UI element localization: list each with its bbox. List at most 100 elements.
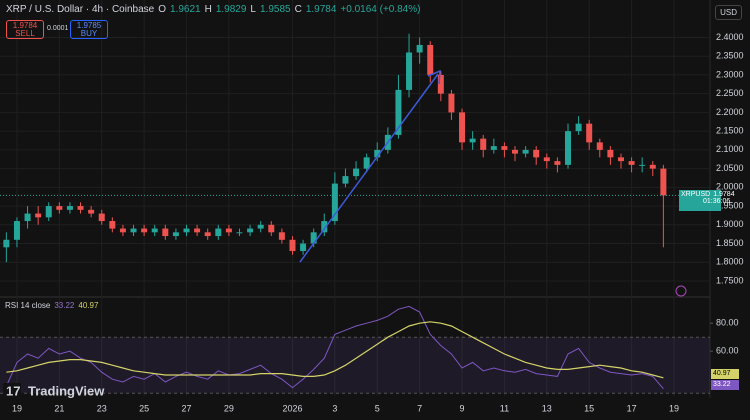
sell-price: 1.9784 <box>12 21 38 30</box>
trend-line <box>299 73 439 263</box>
candle-body <box>257 224 264 229</box>
y-tick-label: 1.8000 <box>716 257 744 267</box>
layer: 19 21 23 25 27 29 2026 3 5 7 9 11 13 15 17 19 2.4000 2.35… <box>0 0 744 413</box>
y-tick-label: 2.2000 <box>716 107 744 117</box>
candle-body <box>66 206 73 210</box>
ticker: XRPUSD <box>681 191 711 198</box>
y-tick-label: 1.9500 <box>716 200 744 210</box>
candle-body <box>321 221 328 233</box>
x-tick-label: 25 <box>139 403 149 413</box>
x-tick-label: 13 <box>542 403 552 413</box>
candle-body <box>3 239 10 248</box>
candle-body <box>501 146 508 150</box>
x-tick-label: 23 <box>97 403 107 413</box>
candle-body <box>565 131 571 165</box>
symbol: XRP / U.S. Dollar · 4h · Coinbase <box>6 4 155 15</box>
o-label: O <box>158 4 166 15</box>
candle-body <box>172 232 179 237</box>
candle-body <box>268 224 275 233</box>
buy-label: BUY <box>80 29 98 38</box>
candle-body <box>490 146 497 150</box>
sell-button[interactable]: 1.9784 SELL <box>6 20 44 39</box>
candle-body <box>88 209 95 214</box>
candle-body <box>628 161 635 165</box>
y-tick-label: 2.1000 <box>716 144 744 154</box>
candle-body <box>310 232 317 244</box>
x-tick-label: 3 <box>332 403 337 413</box>
candle-body <box>406 52 413 90</box>
candle-body <box>225 228 232 233</box>
x-tick-label: 21 <box>54 403 64 413</box>
candle-body <box>236 232 243 234</box>
candle-body <box>437 74 444 94</box>
symbol-header: XRP / U.S. Dollar · 4h · Coinbase O 1.962… <box>6 4 420 15</box>
candle-body <box>512 149 519 154</box>
x-tick-label: 19 <box>669 403 679 413</box>
candle-body <box>480 138 487 150</box>
candle-body <box>395 89 402 135</box>
candle-body <box>151 228 158 233</box>
currency[interactable]: USD <box>715 5 742 20</box>
y-tick-label: 2.4000 <box>716 32 744 42</box>
l-label: L <box>250 4 256 15</box>
candle-body <box>533 149 540 158</box>
candle-body <box>56 206 63 210</box>
y-tick-label: 1.8500 <box>716 238 744 248</box>
candle-body <box>660 168 667 196</box>
rsi-line <box>6 321 664 379</box>
candle-body <box>130 228 137 233</box>
candle-body <box>77 206 84 210</box>
trend-arrow <box>427 69 441 85</box>
countdown: 01:36:06 <box>703 198 731 205</box>
h-label: H <box>204 4 212 15</box>
candle-body <box>300 243 307 252</box>
candle-body <box>459 112 466 143</box>
candle-body <box>24 213 31 222</box>
candle-body <box>247 228 254 233</box>
x-tick-label: 15 <box>584 403 594 413</box>
o-value: 1.9621 <box>170 4 201 15</box>
candle-body <box>162 228 169 237</box>
candle-body <box>575 123 582 132</box>
candle-body <box>363 157 370 169</box>
spread: 0.0001 <box>47 25 69 32</box>
y-tick-label: 1.7500 <box>716 275 744 285</box>
y-tick-label: 2.3000 <box>716 69 744 79</box>
rsi-value: 33.22 <box>54 301 75 310</box>
candle-body <box>98 213 105 222</box>
buy-button[interactable]: 1.9785 BUY <box>70 20 108 39</box>
c-value: 1.9784 <box>305 4 337 15</box>
candle-body <box>204 232 211 237</box>
candle-body <box>215 228 222 237</box>
rsi-line <box>5 305 664 390</box>
y-tick-label: 2.3500 <box>716 51 744 61</box>
candle-body <box>278 232 285 240</box>
x-tick-label: 27 <box>181 403 191 413</box>
candle-body <box>448 93 455 113</box>
y-tick-label: 1.9000 <box>716 219 744 229</box>
candle-body <box>331 183 338 222</box>
candle-body <box>427 44 434 75</box>
x-tick-label: 9 <box>460 403 465 413</box>
candle-body <box>416 44 423 53</box>
candle-body <box>554 161 561 165</box>
candle-body <box>45 206 52 218</box>
price-tag: XRPUSD 1.9784 01:36:06 <box>679 190 735 211</box>
candle-body <box>374 149 381 158</box>
x-tick-label: 11 <box>500 403 509 413</box>
rsi-band <box>0 337 710 394</box>
x-tick-label: 19 <box>12 403 22 413</box>
x-tick-label: 2026 <box>282 403 302 413</box>
candle-body <box>543 157 550 162</box>
logo-bg <box>3 383 21 397</box>
change: +0.0164 (+0.84%) <box>340 4 421 15</box>
brand: TradingView <box>28 383 105 398</box>
sell-label: SELL <box>15 29 35 38</box>
c-label: C <box>294 4 302 15</box>
candle-body <box>194 228 201 233</box>
buy-price: 1.9785 <box>76 21 102 30</box>
x-tick-label: 7 <box>417 403 422 413</box>
candle-body <box>119 228 126 233</box>
candle-body <box>522 149 529 154</box>
